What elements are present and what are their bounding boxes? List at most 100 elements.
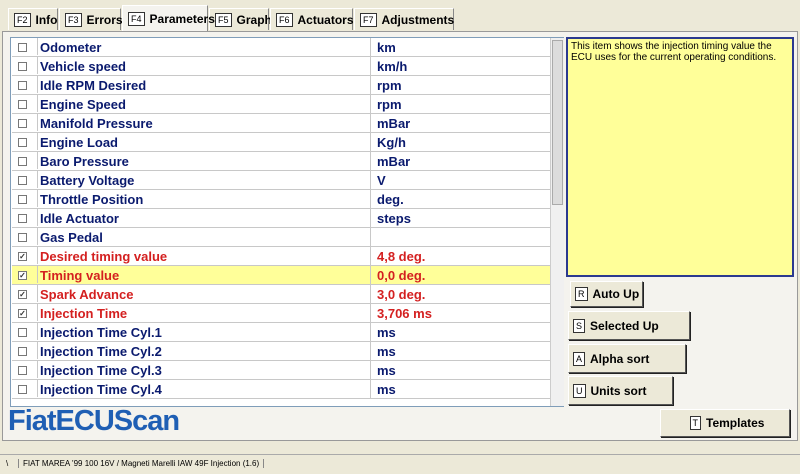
tab-label: Adjustments [381, 12, 455, 27]
tab-label: Actuators [297, 12, 354, 27]
checkbox[interactable] [18, 328, 27, 337]
checkbox[interactable]: ✓ [18, 290, 27, 299]
parameter-name: Idle RPM Desired [37, 76, 146, 93]
parameter-value: Kg/h [370, 133, 547, 152]
status-bar: \ FIAT MAREA '99 100 16V / Magneti Marel… [0, 454, 800, 474]
table-row[interactable]: Throttle Position deg. [12, 190, 550, 209]
table-row[interactable]: Injection Time Cyl.4 ms [12, 380, 550, 399]
parameter-name: Baro Pressure [37, 152, 129, 169]
button-key: U [573, 383, 586, 398]
tab[interactable]: F6 Actuators [270, 8, 354, 30]
checkbox[interactable] [18, 366, 27, 375]
table-row[interactable]: Vehicle speed km/h [12, 57, 550, 76]
button-key: A [573, 351, 586, 366]
table-row[interactable]: Baro Pressure mBar [12, 152, 550, 171]
parameter-value: V [370, 171, 547, 190]
tab[interactable]: F3 Errors [59, 8, 123, 30]
table-row[interactable]: Manifold Pressure mBar [12, 114, 550, 133]
parameter-table: Odometer km Vehicle speed km/h Idle RPM Desi… [10, 37, 564, 407]
button[interactable]: S Selected Up [568, 311, 690, 340]
tab-key: F2 [14, 12, 31, 27]
button-label: Templates [706, 416, 765, 430]
parameter-name: Desired timing value [37, 247, 167, 264]
parameter-value: km [370, 38, 547, 57]
table-row[interactable]: ✓ Injection Time 3,706 ms [12, 304, 550, 323]
parameter-name: Engine Load [37, 133, 118, 150]
tab-label: Info [35, 12, 58, 27]
parameter-value [370, 228, 547, 247]
checkbox[interactable] [18, 214, 27, 223]
table-row[interactable]: Idle Actuator steps [12, 209, 550, 228]
parameter-value: ms [370, 361, 547, 380]
table-row[interactable]: Battery Voltage V [12, 171, 550, 190]
parameter-value: km/h [370, 57, 547, 76]
table-row[interactable]: Injection Time Cyl.3 ms [12, 361, 550, 380]
tab-label: Parameters [149, 11, 215, 26]
parameter-value: ms [370, 342, 547, 361]
button-label: Auto Up [592, 287, 640, 301]
checkbox[interactable] [18, 157, 27, 166]
table-row[interactable]: Gas Pedal [12, 228, 550, 247]
tab-key: F7 [360, 12, 377, 27]
checkbox[interactable] [18, 43, 27, 52]
tab[interactable]: F7 Adjustments [354, 8, 454, 30]
description-box: This item shows the injection timing val… [566, 37, 794, 277]
table-row[interactable]: Engine Load Kg/h [12, 133, 550, 152]
table-row[interactable]: Engine Speed rpm [12, 95, 550, 114]
scrollbar[interactable] [550, 38, 564, 406]
checkbox[interactable]: ✓ [18, 271, 27, 280]
checkbox[interactable] [18, 81, 27, 90]
tab-label: Graph [236, 12, 272, 27]
table-row[interactable]: Idle RPM Desired rpm [12, 76, 550, 95]
parameter-value: mBar [370, 114, 547, 133]
checkbox[interactable] [18, 100, 27, 109]
checkbox[interactable]: ✓ [18, 309, 27, 318]
button[interactable]: A Alpha sort [568, 344, 686, 373]
checkbox[interactable] [18, 195, 27, 204]
parameter-name: Spark Advance [37, 285, 133, 302]
status-text: FIAT MAREA '99 100 16V / Magneti Marelli… [18, 459, 265, 468]
table-row[interactable]: ✓ Spark Advance 3,0 deg. [12, 285, 550, 304]
parameter-name: Vehicle speed [37, 57, 126, 74]
table-row[interactable]: Odometer km [12, 38, 550, 57]
button[interactable]: U Units sort [568, 376, 673, 405]
parameter-value: 3,0 deg. [370, 285, 547, 304]
button-label: Selected Up [590, 318, 659, 333]
checkbox[interactable] [18, 119, 27, 128]
button[interactable]: R Auto Up [570, 281, 643, 307]
parameter-value: mBar [370, 152, 547, 171]
checkbox[interactable] [18, 176, 27, 185]
tab-key: F5 [215, 12, 232, 27]
button[interactable]: T Templates [660, 409, 790, 437]
tab-key: F4 [128, 11, 145, 26]
parameter-value: 3,706 ms [370, 304, 547, 323]
tab[interactable]: F5 Graph [209, 8, 272, 30]
table-row[interactable]: Injection Time Cyl.1 ms [12, 323, 550, 342]
checkbox[interactable]: ✓ [18, 252, 27, 261]
parameter-name: Throttle Position [37, 190, 143, 207]
checkbox[interactable] [18, 138, 27, 147]
table-row[interactable]: Injection Time Cyl.2 ms [12, 342, 550, 361]
checkbox[interactable] [18, 385, 27, 394]
parameter-value: ms [370, 323, 547, 342]
parameter-name: Gas Pedal [37, 228, 103, 245]
parameter-name: Manifold Pressure [37, 114, 153, 131]
parameter-name: Injection Time Cyl.1 [37, 323, 162, 340]
button-key: S [573, 318, 586, 333]
checkbox[interactable] [18, 233, 27, 242]
parameter-value: ms [370, 380, 547, 399]
parameter-name: Odometer [37, 38, 101, 55]
parameter-name: Engine Speed [37, 95, 126, 112]
tab-key: F6 [276, 12, 293, 27]
table-row[interactable]: ✓ Timing value 0,0 deg. [12, 266, 550, 285]
table-row[interactable]: ✓ Desired timing value 4,8 deg. [12, 247, 550, 266]
parameter-name: Battery Voltage [37, 171, 134, 188]
tab-key: F3 [65, 12, 82, 27]
parameter-name: Injection Time Cyl.4 [37, 380, 162, 397]
tab[interactable]: F4 Parameters [122, 5, 215, 31]
checkbox[interactable] [18, 62, 27, 71]
tab[interactable]: F2 Info [8, 8, 58, 30]
checkbox[interactable] [18, 347, 27, 356]
parameter-value: steps [370, 209, 547, 228]
